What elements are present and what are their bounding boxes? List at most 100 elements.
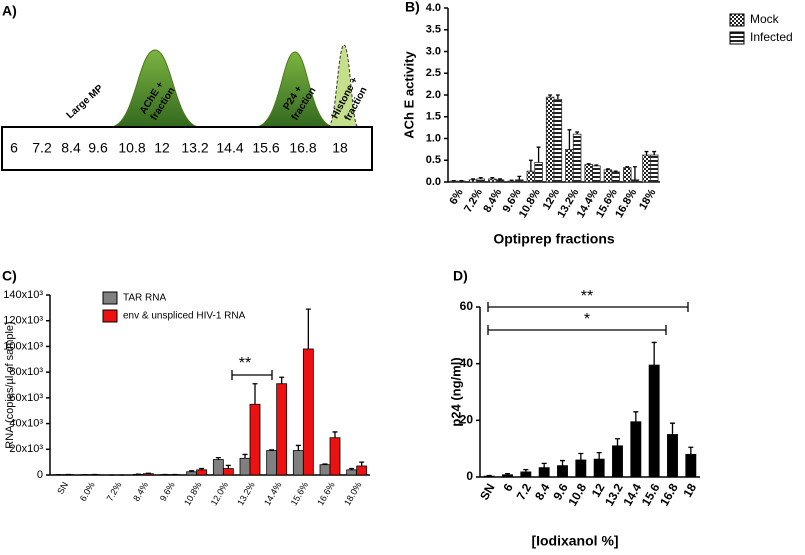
scale-label: 12 [154, 140, 170, 156]
error-bar [242, 453, 248, 459]
peak-label: Large MP [65, 83, 106, 122]
error-bar [252, 383, 258, 405]
bar [642, 154, 651, 183]
error-bar [359, 461, 365, 466]
x-tick-label: 18 [680, 481, 699, 500]
bar [667, 434, 678, 478]
bar [222, 468, 234, 476]
bar [630, 179, 640, 183]
x-tick-label: 6 [500, 481, 516, 494]
panel-label: A) [2, 3, 17, 19]
error-bar [498, 178, 502, 180]
y-tick-label: 2.5 [426, 67, 441, 79]
bar [622, 167, 632, 183]
y-tick-label: 20x10³ [9, 443, 43, 455]
bar [212, 459, 224, 476]
peak [327, 44, 359, 128]
error-bar [478, 177, 483, 179]
bar [276, 383, 288, 476]
error-bar [578, 452, 584, 460]
legend-label: Mock [750, 12, 780, 26]
bar [592, 165, 601, 183]
y-tick-label: 3.0 [426, 45, 441, 57]
y-tick-label: 40 [460, 356, 474, 370]
error-bar [596, 451, 602, 460]
legend-swatch [729, 13, 745, 27]
bar [545, 96, 555, 183]
error-bar [269, 449, 275, 451]
bar [611, 171, 620, 183]
scale-label: 18 [332, 140, 348, 156]
error-bar [215, 456, 221, 460]
x-tick-label: 8.4% [481, 187, 504, 215]
error-bar [541, 462, 547, 468]
error-bar [523, 468, 529, 472]
bar [476, 178, 486, 183]
scale-box [1, 126, 373, 171]
legend-label: env & unspliced HIV-1 RNA [123, 311, 246, 322]
error-bar [586, 163, 591, 165]
bar [507, 180, 516, 183]
error-bar [536, 146, 541, 163]
error-bar [509, 179, 514, 182]
error-bar [349, 467, 355, 470]
bar [630, 421, 642, 478]
x-tick-label: 14.4 [620, 481, 644, 509]
x-tick-label: 18% [637, 187, 659, 212]
error-bar [633, 166, 637, 180]
panel-label: B) [405, 0, 420, 15]
scale-label: 16.8 [289, 140, 316, 156]
bar [488, 178, 497, 183]
error-bar [613, 170, 618, 172]
legend-swatch [102, 309, 118, 323]
x-axis-label: [Iodixanol %] [531, 533, 618, 549]
x-axis-label: Optiprep fractions [493, 231, 615, 247]
bar [266, 450, 278, 476]
scale-label: 7.2 [32, 140, 52, 156]
legend-label: Infected [750, 30, 793, 44]
scale-label: 10.8 [118, 140, 145, 156]
error-bar [225, 464, 231, 469]
bar [186, 471, 198, 476]
error-bar [594, 164, 599, 166]
x-tick-label: 7.2% [462, 187, 485, 215]
scale-label: 9.6 [88, 140, 108, 156]
bar [196, 469, 208, 476]
legend-swatch [729, 31, 745, 45]
error-bar [548, 94, 553, 98]
y-axis-label: p24 (ng/ml) [448, 357, 463, 426]
x-tick-label: 13.2% [235, 480, 256, 507]
error-bar [669, 422, 676, 435]
y-tick-label: 60x10³ [9, 392, 43, 404]
error-bar [644, 150, 649, 156]
error-bar [305, 308, 311, 349]
error-bar [555, 94, 560, 100]
y-tick-label: 60 [460, 299, 474, 313]
x-tick-label: 15.6 [639, 481, 663, 509]
annotation: ** [581, 288, 593, 305]
legend-label: TAR RNA [123, 293, 166, 304]
bar [515, 179, 524, 183]
error-bar [575, 131, 580, 135]
annotation: ** [239, 355, 251, 372]
bar [575, 459, 587, 478]
error-bar [486, 474, 492, 477]
error-bar [633, 411, 639, 422]
scale-label: 8.4 [61, 140, 81, 156]
error-bar [295, 444, 301, 451]
x-tick-label: 16.6% [315, 480, 336, 507]
x-tick-label: 10.8 [565, 481, 589, 509]
error-bar [199, 467, 205, 470]
y-tick-label: 2.0 [426, 89, 441, 101]
y-tick-label: 120x10³ [3, 315, 43, 327]
bar [557, 465, 568, 478]
bar [534, 162, 543, 183]
x-tick-label: SN [55, 480, 70, 496]
bar [346, 469, 358, 476]
bar [239, 457, 251, 476]
bar [584, 164, 593, 183]
bar [292, 450, 304, 476]
bar [483, 475, 495, 478]
bar [648, 364, 660, 478]
